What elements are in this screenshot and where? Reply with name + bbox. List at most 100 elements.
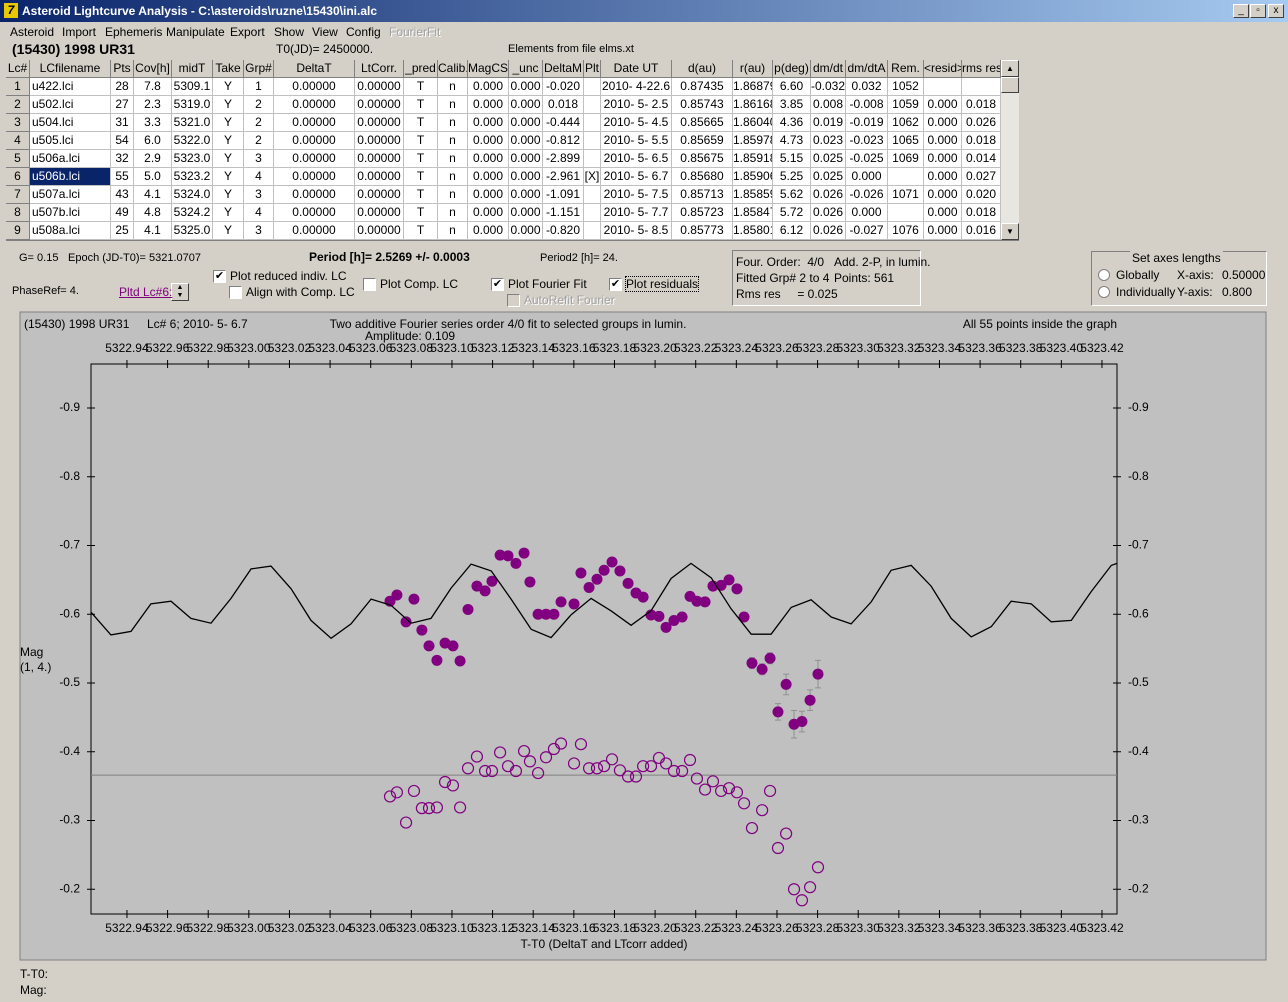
table-cell[interactable] <box>584 186 601 204</box>
table-cell[interactable]: 0.000 <box>509 150 543 168</box>
table-cell[interactable]: 0.000 <box>509 96 543 114</box>
table-cell[interactable]: 4.36 <box>773 114 811 132</box>
column-header[interactable]: DeltaM <box>543 60 584 78</box>
table-cell[interactable]: 2 <box>244 114 274 132</box>
table-cell[interactable]: u504.lci <box>30 114 111 132</box>
scroll-up[interactable]: ▲ <box>1001 60 1019 77</box>
table-cell[interactable]: -0.020 <box>543 78 584 96</box>
close-button[interactable]: x <box>1268 4 1284 18</box>
table-cell[interactable]: 0.00000 <box>274 186 355 204</box>
table-cell[interactable]: 0.000 <box>468 150 509 168</box>
table-cell[interactable]: 0.018 <box>962 204 1001 222</box>
table-cell[interactable]: 1.85847 <box>733 204 773 222</box>
table-cell[interactable]: 2 <box>244 96 274 114</box>
table-cell[interactable]: 2 <box>244 132 274 150</box>
table-cell[interactable]: 4 <box>244 168 274 186</box>
table-cell[interactable]: 0.85723 <box>672 204 733 222</box>
table-cell[interactable]: 0.000 <box>468 114 509 132</box>
table-cell[interactable]: 0.000 <box>846 168 888 186</box>
table-cell[interactable] <box>924 78 962 96</box>
table-cell[interactable]: 0.000 <box>924 168 962 186</box>
checkbox-label[interactable]: Plot residuals <box>624 276 700 292</box>
table-cell[interactable]: 27 <box>111 96 134 114</box>
table-cell[interactable]: Y <box>213 132 244 150</box>
table-cell[interactable]: 0.000 <box>509 186 543 204</box>
table-cell[interactable]: 0.000 <box>924 114 962 132</box>
table-cell[interactable]: 8 <box>6 204 30 222</box>
table-cell[interactable]: 0.00000 <box>355 96 404 114</box>
table-cell[interactable]: 0.000 <box>509 132 543 150</box>
table-cell[interactable]: u508a.lci <box>30 222 111 240</box>
table-cell[interactable]: 0.026 <box>811 222 846 240</box>
table-cell[interactable]: 2010- 4-22.6 <box>601 78 672 96</box>
table-cell[interactable]: -2.961 <box>543 168 584 186</box>
table-cell[interactable]: 5.25 <box>773 168 811 186</box>
table-cell[interactable]: 2.9 <box>134 150 172 168</box>
menu-item[interactable]: Ephemeris <box>105 25 163 39</box>
table-cell[interactable]: 1071 <box>888 186 924 204</box>
table-cell[interactable]: 5.62 <box>773 186 811 204</box>
table-cell[interactable] <box>584 222 601 240</box>
table-cell[interactable]: u507b.lci <box>30 204 111 222</box>
table-cell[interactable]: 1.85978 <box>733 132 773 150</box>
table-cell[interactable]: 0.014 <box>962 150 1001 168</box>
table-cell[interactable]: 0.00000 <box>355 168 404 186</box>
table-cell[interactable]: 1052 <box>888 78 924 96</box>
table-cell[interactable]: 1.86879 <box>733 78 773 96</box>
table-cell[interactable]: 55 <box>111 168 134 186</box>
table-cell[interactable]: 2.3 <box>134 96 172 114</box>
table-cell[interactable]: 3 <box>244 222 274 240</box>
table-cell[interactable]: 0.85743 <box>672 96 733 114</box>
table-cell[interactable]: 0.00000 <box>274 222 355 240</box>
table-cell[interactable]: 3.3 <box>134 114 172 132</box>
table-cell[interactable]: n <box>438 186 468 204</box>
column-header[interactable]: r(au) <box>733 60 773 78</box>
table-cell[interactable]: -0.027 <box>846 222 888 240</box>
table-cell[interactable]: u506a.lci <box>30 150 111 168</box>
table-cell[interactable]: 1.86040 <box>733 114 773 132</box>
table-cell[interactable]: 0.026 <box>811 186 846 204</box>
checkbox[interactable]: ✔ <box>609 278 622 291</box>
table-cell[interactable]: [X] <box>584 168 601 186</box>
table-cell[interactable]: 2010- 5- 7.5 <box>601 186 672 204</box>
checkbox-label[interactable]: Plot Comp. LC <box>380 277 459 291</box>
table-cell[interactable] <box>584 114 601 132</box>
table-cell[interactable]: 1.85859 <box>733 186 773 204</box>
table-cell[interactable]: 0.020 <box>962 186 1001 204</box>
table-cell[interactable]: 5324.0 <box>172 186 213 204</box>
table-cell[interactable]: n <box>438 132 468 150</box>
table-cell[interactable]: 4 <box>244 204 274 222</box>
table-cell[interactable]: Y <box>213 186 244 204</box>
table-cell[interactable]: u422.lci <box>30 78 111 96</box>
table-cell[interactable]: -0.008 <box>846 96 888 114</box>
table-cell[interactable]: Y <box>213 78 244 96</box>
table-cell[interactable]: 2010- 5- 8.5 <box>601 222 672 240</box>
table-cell[interactable]: 0.000 <box>468 222 509 240</box>
table-cell[interactable]: 0.000 <box>509 168 543 186</box>
scroll-down[interactable]: ▼ <box>1001 223 1019 240</box>
column-header[interactable]: <resid> <box>924 60 962 78</box>
table-cell[interactable]: 0.000 <box>924 186 962 204</box>
maximize-button[interactable]: ▫ <box>1250 4 1266 18</box>
table-cell[interactable]: 3 <box>6 114 30 132</box>
column-header[interactable]: LCfilename <box>30 60 111 78</box>
table-cell[interactable]: 1 <box>244 78 274 96</box>
table-cell[interactable]: 0.00000 <box>274 132 355 150</box>
table-cell[interactable]: 0.85665 <box>672 114 733 132</box>
scrollbar[interactable]: ▲ ▼ <box>1001 60 1019 240</box>
table-cell[interactable]: 1059 <box>888 96 924 114</box>
table-cell[interactable]: 5309.1 <box>172 78 213 96</box>
table-cell[interactable]: 4.8 <box>134 204 172 222</box>
table-cell[interactable]: 0.00000 <box>274 168 355 186</box>
column-header[interactable]: DeltaT <box>274 60 355 78</box>
table-cell[interactable]: 2010- 5- 5.5 <box>601 132 672 150</box>
table-cell[interactable]: -1.091 <box>543 186 584 204</box>
table-cell[interactable]: n <box>438 204 468 222</box>
table-cell[interactable]: T <box>404 150 438 168</box>
table-cell[interactable]: 0.000 <box>509 222 543 240</box>
table-cell[interactable]: 0.026 <box>811 204 846 222</box>
checkbox-label[interactable]: Plot reduced indiv. LC <box>230 269 347 283</box>
table-cell[interactable] <box>584 96 601 114</box>
table-cell[interactable]: 0.032 <box>846 78 888 96</box>
table-cell[interactable]: 6.12 <box>773 222 811 240</box>
